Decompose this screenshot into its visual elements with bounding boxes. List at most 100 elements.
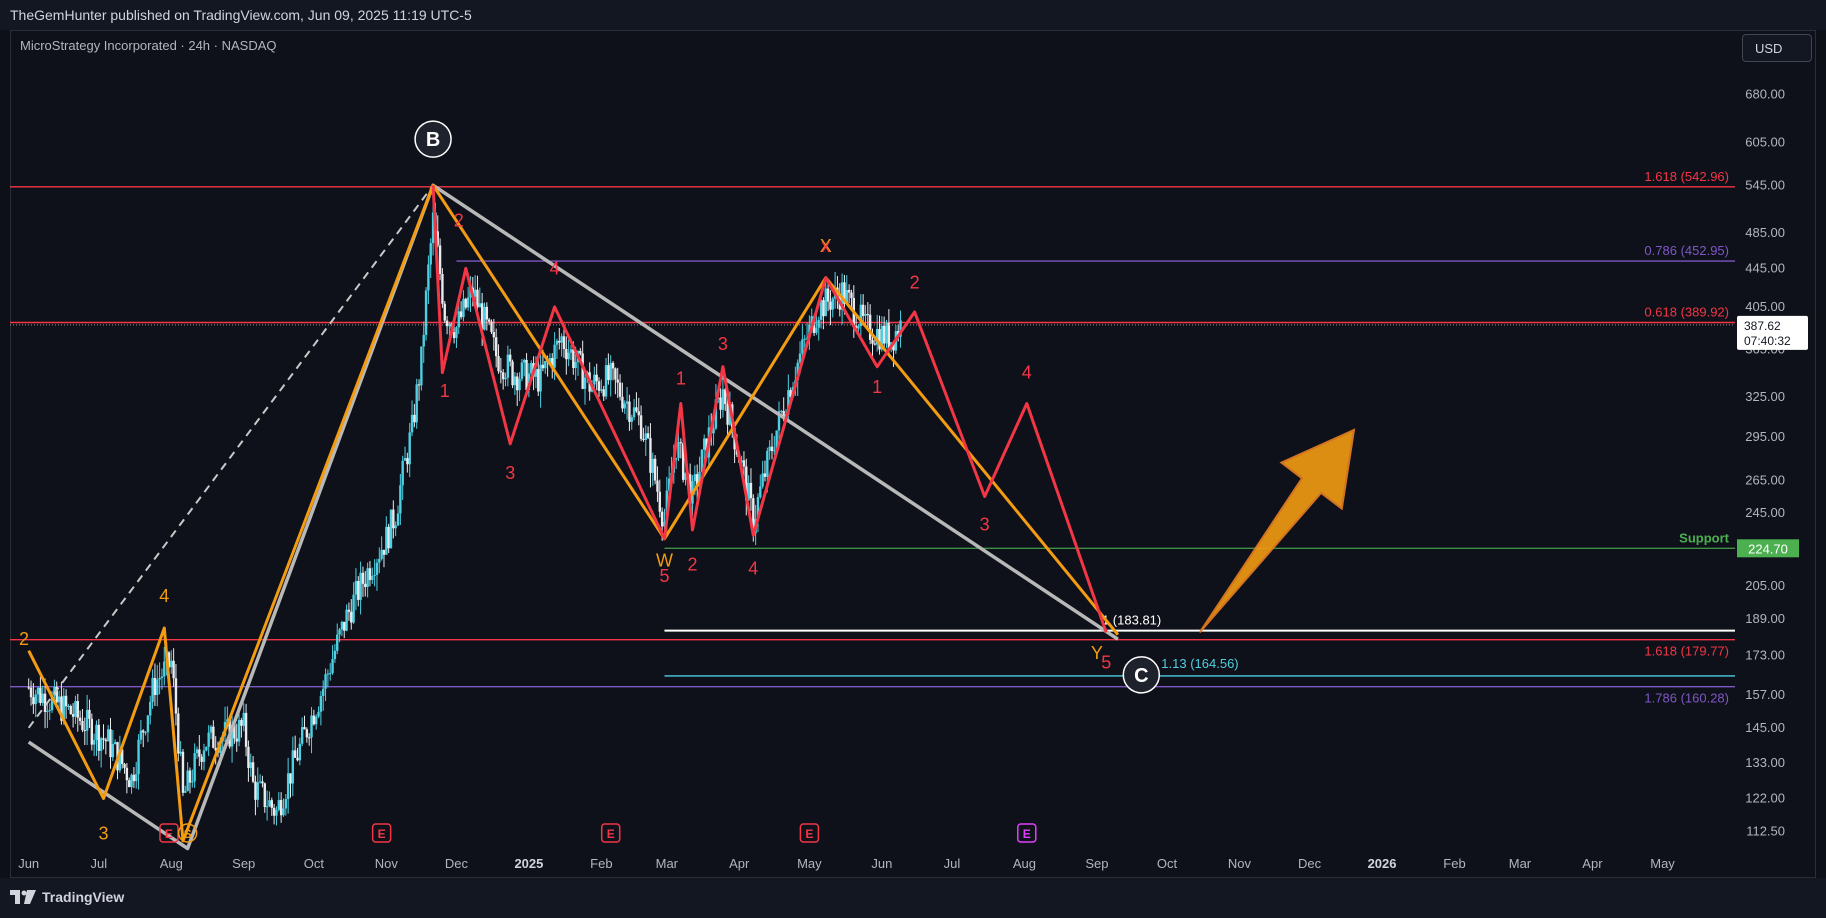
candle-body [509,354,512,362]
candle-body [354,581,358,595]
candle-body [408,432,411,465]
candle-body [32,697,35,705]
red-impulse-wave [431,185,1108,633]
countdown-text: 07:40:32 [1744,334,1791,348]
price-chart[interactable]: 112.50 122.00 133.00 145.00 157.00 173.00 189.… [0,0,1826,878]
wave-label: 1 [440,381,450,401]
candle-body [777,411,781,431]
candle-body [415,384,418,423]
currency-button[interactable]: USD [1742,34,1812,62]
candle-body [597,381,601,391]
candle-body [480,303,484,330]
candle-body [95,724,98,741]
candle-body [644,433,647,440]
candle-body [181,751,185,793]
candle-body [205,746,208,751]
candle-body [81,720,84,730]
candle-body [457,311,460,328]
candle-body [656,480,659,492]
candle-body [149,701,152,716]
candle-body [759,486,762,498]
y-tick-label: 680.00 [1745,87,1785,102]
candle-body [796,362,799,381]
candle-body [854,325,858,329]
candle-body [364,583,367,587]
candle-body [67,706,70,708]
candle-body [43,693,47,712]
y-tick-label: 245.00 [1745,505,1785,520]
candle-body [347,609,351,612]
candle-body [268,800,271,807]
candle-body [359,572,362,600]
candle-body [817,319,820,328]
candle-body [312,715,316,725]
candle-body [118,749,122,771]
candle-body [343,621,346,631]
candle-body [845,289,848,304]
candle-body [826,288,830,302]
candle-body [317,711,320,717]
candle-body [233,724,236,739]
wave-circle-marker [414,120,452,158]
candle-body [92,740,96,745]
orange-wxy-wave [27,183,1120,843]
candle-body [665,490,669,523]
x-tick-label: Aug [1013,856,1036,871]
fib-level-label: 1.618 (179.77) [1644,644,1729,659]
candle-body [560,336,563,343]
candle-body [191,781,194,783]
candle-body [279,800,283,816]
candle-body [646,433,650,438]
wave-label: 3 [980,515,990,535]
candle-body [314,716,318,725]
candle-body [102,738,105,740]
current-price-badge [1737,315,1808,350]
candle-body [188,770,192,783]
candle-body [251,762,255,782]
candle-body [452,332,456,339]
candle-body [34,694,37,705]
candle-body [885,323,888,344]
candle-body [78,717,82,721]
fib-level-label: 1 (183.81) [1102,613,1161,628]
wave-label: C [1134,665,1148,687]
earnings-event-marker [799,823,820,843]
candle-body [427,264,430,291]
wave-label: 2 [688,554,698,574]
tradingview-brand[interactable]: TradingView [10,889,124,905]
candle-body [857,325,860,329]
candle-body [537,369,540,392]
candle-body [385,526,388,555]
candle-body [174,678,178,714]
wave-circle-marker [1122,656,1161,694]
candle-body [160,676,164,678]
candle-body [445,320,449,327]
candle-body [128,780,131,788]
candle-body [392,509,395,529]
candle-body [525,359,528,391]
candle-body [639,415,643,439]
candle-body [761,473,764,487]
candle-body [868,314,872,340]
x-tick-label: Dec [1298,856,1322,871]
candle-body [829,301,832,310]
candle-body [773,450,776,452]
candle-body [184,790,187,793]
candle-body [455,327,458,339]
candle-body [90,718,94,745]
candle-body [441,273,444,304]
x-tick-label: Jun [871,856,892,871]
y-tick-label: 157.00 [1745,687,1785,702]
y-tick-label: 122.00 [1745,791,1785,806]
event-marker-label: E [607,827,615,841]
candle-body [801,339,804,354]
candle-body [539,364,542,392]
y-tick-label: 112.50 [1746,824,1785,839]
candle-body [712,428,715,434]
candle-body [859,304,863,326]
candle-body [494,337,498,357]
candle-body [693,474,697,482]
footer-bar [0,878,1826,918]
candle-body [310,715,313,738]
candle-body [649,437,652,473]
